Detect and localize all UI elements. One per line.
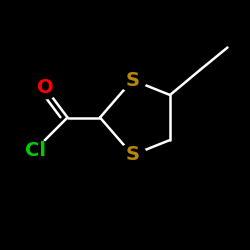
Text: Cl: Cl — [24, 140, 46, 160]
Text: O: O — [37, 78, 53, 97]
Ellipse shape — [119, 144, 146, 166]
Ellipse shape — [119, 69, 146, 91]
Text: S: S — [126, 70, 140, 90]
Ellipse shape — [31, 76, 59, 99]
Text: S: S — [126, 146, 140, 165]
Ellipse shape — [21, 139, 49, 161]
